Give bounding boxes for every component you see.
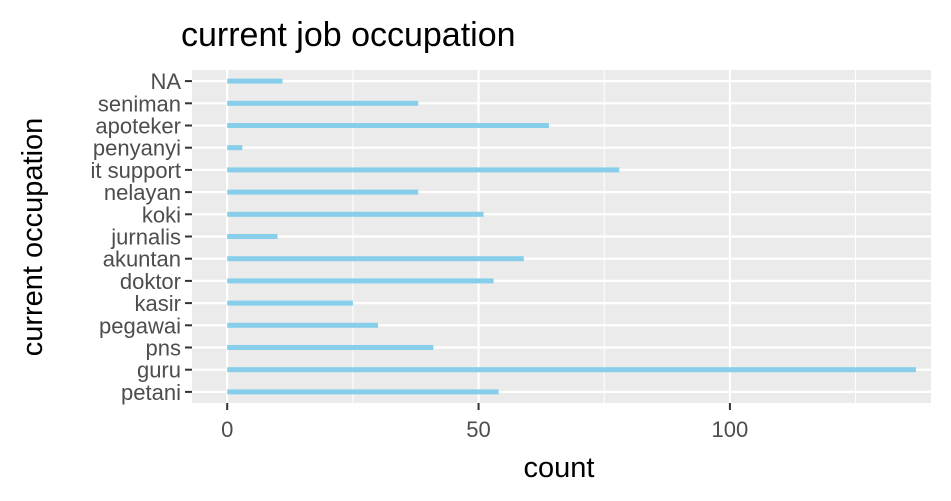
y-tick-label: akuntan: [103, 247, 181, 272]
bar-petani: [227, 389, 499, 395]
bar-doktor: [227, 278, 494, 284]
y-tick-label: jurnalis: [110, 225, 181, 250]
y-tick-label: petani: [121, 380, 181, 405]
y-tick-label: nelayan: [104, 180, 181, 205]
y-tick-label: it support: [91, 158, 182, 183]
y-tick-label: kasir: [135, 291, 181, 316]
y-tick-label: seniman: [98, 91, 181, 116]
bar-it-support: [227, 167, 620, 173]
chart-title: current job occupation: [181, 16, 516, 54]
y-axis: petanigurupnspegawaikasirdoktorakuntanju…: [91, 69, 192, 405]
y-tick-label: NA: [150, 69, 181, 94]
x-axis: 0 50 100: [221, 403, 748, 442]
bar-jurnalis: [227, 234, 278, 239]
bar-apoteker: [227, 123, 549, 128]
bars: [227, 78, 916, 395]
bar-seniman: [227, 100, 419, 106]
y-axis-title: current occupation: [17, 118, 49, 357]
bar-kasir: [227, 300, 353, 306]
y-tick-label: koki: [142, 202, 181, 227]
bar-pegawai: [227, 322, 379, 328]
bar-koki: [227, 211, 484, 217]
bar-akuntan: [227, 256, 524, 262]
y-tick-label: penyanyi: [93, 136, 181, 161]
x-tick-label: 0: [221, 417, 233, 442]
bar-na: [227, 78, 283, 84]
bar-pns: [227, 345, 434, 350]
y-tick-label: pegawai: [99, 313, 181, 338]
y-tick-label: apoteker: [95, 114, 181, 139]
bar-nelayan: [227, 189, 419, 195]
x-axis-title: count: [524, 452, 595, 484]
bar-guru: [227, 367, 916, 373]
y-tick-label: doktor: [120, 269, 181, 294]
y-tick-label: guru: [137, 358, 181, 383]
bar-penyanyi: [227, 145, 243, 151]
x-tick-label: 50: [466, 417, 490, 442]
y-tick-label: pns: [146, 336, 181, 361]
x-tick-label: 100: [712, 417, 749, 442]
